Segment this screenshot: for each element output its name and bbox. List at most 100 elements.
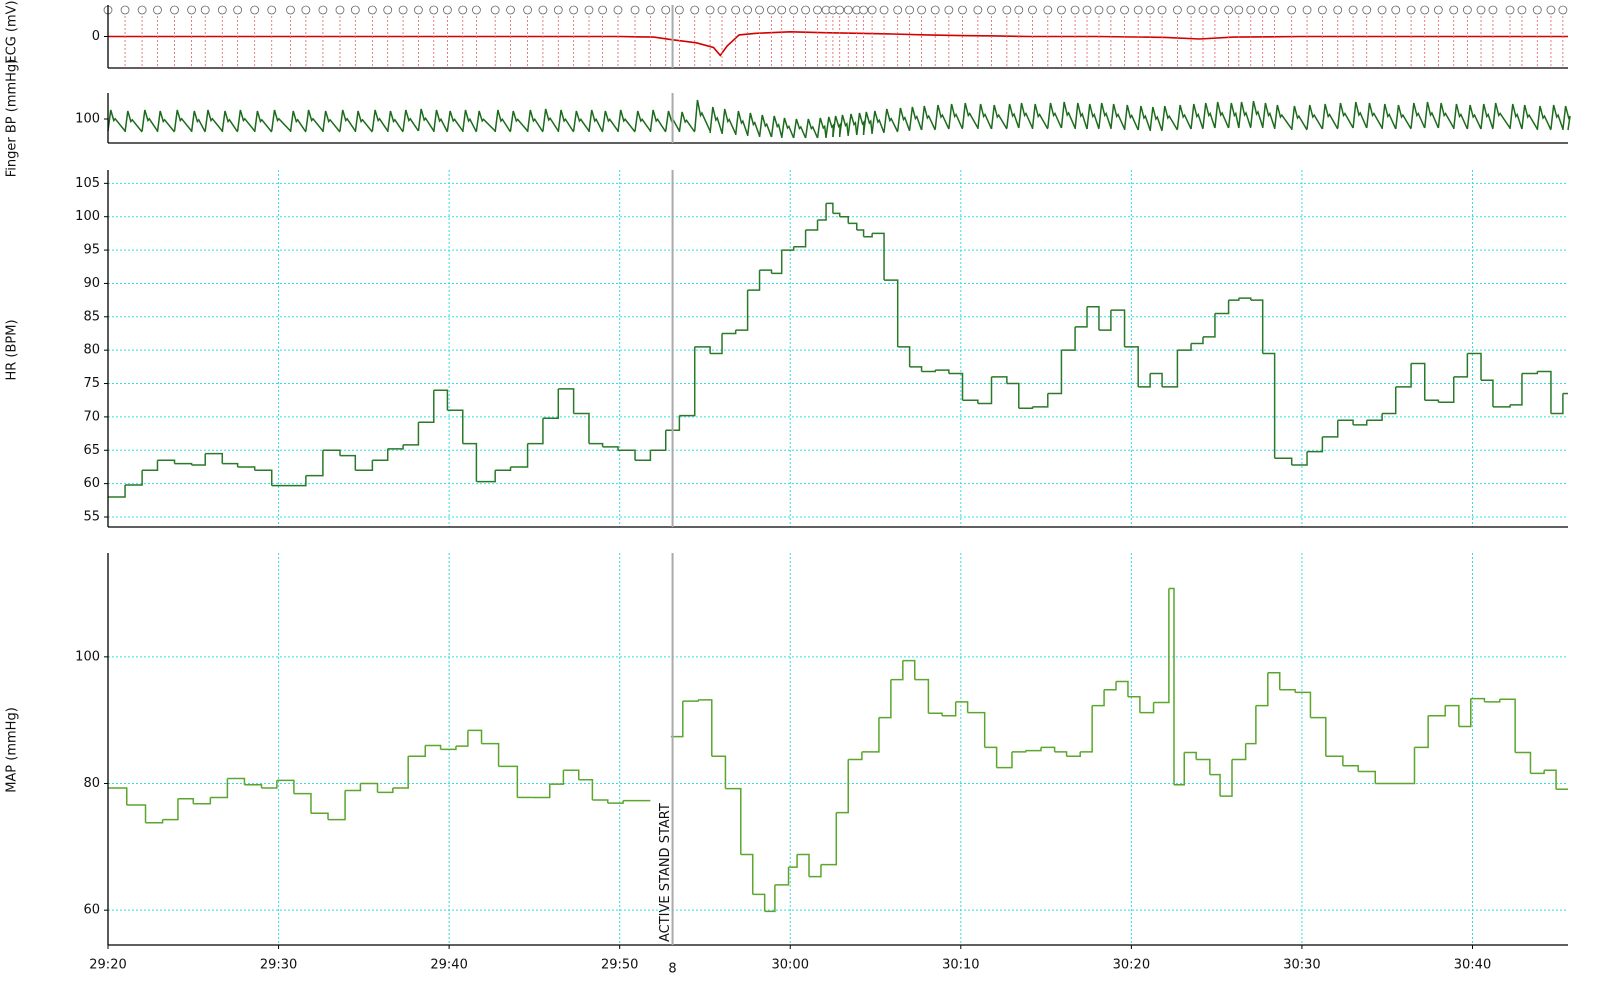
step [1537, 370, 1552, 414]
beat-circle [1057, 5, 1066, 15]
step [1353, 420, 1368, 426]
step [1484, 699, 1501, 703]
beat-circle [1420, 5, 1430, 15]
beat-circle [443, 5, 452, 15]
step [1467, 352, 1482, 381]
x-tick-label: 30:40 [1454, 958, 1491, 973]
bp-beat [617, 109, 636, 133]
bp-beat [270, 109, 292, 132]
step [408, 745, 426, 758]
beat-circle [1462, 5, 1472, 15]
beat-circle [879, 5, 889, 15]
bp-beat [1086, 103, 1100, 130]
step [387, 444, 404, 450]
step [1168, 587, 1175, 785]
beat-circle [153, 5, 162, 15]
step [1458, 698, 1472, 728]
step [345, 783, 362, 792]
bp-beat [1261, 102, 1276, 129]
beat-circle [335, 5, 345, 15]
step [902, 659, 916, 680]
step [476, 470, 496, 483]
beat-circle [1246, 5, 1256, 15]
bp-beat [601, 110, 619, 132]
beat-circle [286, 5, 295, 15]
bp-beat [1176, 104, 1192, 130]
bp-beat [305, 109, 324, 132]
bp-beat [1352, 101, 1368, 129]
x-tick-label: 29:40 [430, 958, 467, 973]
beat-circle [1210, 5, 1220, 15]
bp-beat [1509, 103, 1523, 130]
beat-circle [538, 5, 548, 15]
step [227, 777, 246, 785]
step [481, 742, 500, 767]
step [607, 800, 624, 804]
step [261, 780, 278, 789]
y-tick-label: 105 [75, 176, 100, 191]
step [328, 790, 346, 821]
step [108, 484, 126, 498]
step [305, 450, 324, 477]
step [805, 220, 819, 231]
step [372, 448, 389, 462]
step [955, 701, 969, 713]
bp-beat [1098, 102, 1112, 129]
bp-beat [804, 118, 819, 139]
y-tick-label: 90 [83, 276, 100, 291]
y-tick-label: 60 [83, 476, 100, 491]
bp-beat [934, 104, 950, 130]
bp-beat [920, 105, 936, 131]
beat-circle [690, 5, 700, 15]
bp-beat [204, 109, 223, 132]
step [817, 203, 827, 221]
step [1310, 716, 1327, 757]
bp-beat [1123, 104, 1139, 131]
y-axis-label: MAP (mmHg) [5, 707, 20, 793]
step [1196, 758, 1211, 775]
bp-beat [1536, 105, 1552, 131]
step [1047, 350, 1063, 395]
step [403, 422, 420, 446]
beat-circle [1002, 5, 1012, 15]
step [1325, 755, 1344, 766]
bp-beat [1006, 103, 1020, 129]
step [1295, 691, 1312, 718]
step [1150, 372, 1163, 387]
step [276, 779, 295, 794]
step [145, 819, 164, 824]
step [1262, 352, 1276, 459]
step [1382, 386, 1397, 415]
step [1395, 363, 1412, 388]
step [856, 229, 865, 237]
beat-circle [767, 5, 776, 15]
step [1032, 393, 1049, 408]
bp-beat [542, 108, 559, 132]
step [839, 215, 849, 224]
beat-circle [1070, 5, 1080, 15]
step [1174, 752, 1185, 786]
beat-circle [1476, 5, 1486, 15]
bp-beat [1074, 102, 1088, 130]
bp-beat [462, 109, 478, 133]
step [1011, 750, 1027, 753]
beat-circle [1333, 5, 1343, 15]
step [360, 782, 379, 793]
step [679, 346, 696, 417]
y-axis-label: Finger BP (mmHg) [5, 59, 20, 178]
step [1453, 353, 1469, 378]
bp-beat [141, 109, 159, 132]
step [788, 854, 798, 868]
beat-circle [1224, 5, 1233, 15]
beat-circle [1094, 5, 1104, 15]
step [1116, 680, 1129, 697]
bp-beat [1410, 102, 1426, 129]
step [1414, 715, 1429, 749]
bp-beat [339, 109, 356, 132]
beat-circle [843, 5, 853, 15]
step [935, 369, 950, 374]
step [558, 388, 575, 414]
step [1411, 362, 1426, 401]
beat-circle [217, 5, 227, 15]
bp-beat [693, 99, 711, 132]
